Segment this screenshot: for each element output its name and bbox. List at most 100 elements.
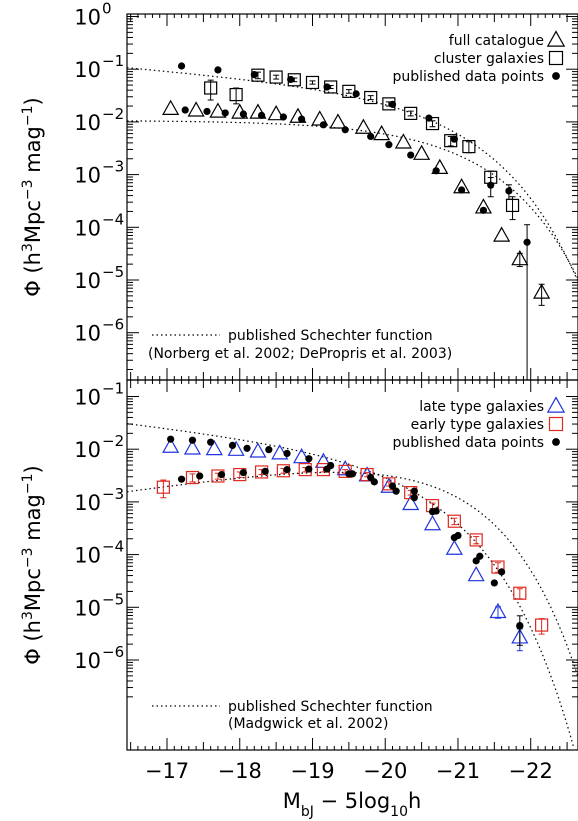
y-tick-exponent: −4 xyxy=(102,210,124,228)
circle-marker xyxy=(407,151,415,159)
data-point xyxy=(228,441,237,450)
legend-label: late type galaxies xyxy=(419,399,544,415)
triangle-marker xyxy=(431,158,449,175)
circle-marker xyxy=(250,70,258,79)
square-marker xyxy=(548,416,564,432)
data-point xyxy=(462,139,476,154)
bottom-legend: late type galaxies early type galaxies pub… xyxy=(392,396,566,451)
y-tick-label: 10 xyxy=(74,544,101,568)
schechter-curve xyxy=(126,471,578,677)
data-point xyxy=(352,90,360,98)
triangle-marker xyxy=(183,439,202,455)
circle-marker xyxy=(261,467,269,475)
data-point xyxy=(209,102,227,118)
data-point xyxy=(388,100,397,108)
circle-marker xyxy=(454,531,462,540)
legend-label: early type galaxies xyxy=(411,417,544,433)
data-point xyxy=(305,465,313,473)
data-point xyxy=(450,135,458,143)
square-marker xyxy=(156,480,170,494)
circle-marker xyxy=(323,83,331,91)
circle-marker xyxy=(450,135,458,143)
data-point xyxy=(373,124,391,141)
square-marker xyxy=(548,50,564,66)
data-point xyxy=(354,118,372,134)
data-point xyxy=(196,472,204,480)
data-point xyxy=(249,442,267,458)
data-point xyxy=(535,618,549,635)
y-tick-label: 10 xyxy=(74,491,101,515)
triangle-marker xyxy=(311,110,329,126)
triangle-marker xyxy=(402,494,420,511)
square-marker xyxy=(360,467,374,482)
top-y-axis-label: Φ (h3Mpc−3 mag−1) xyxy=(20,97,45,296)
data-point xyxy=(490,579,498,587)
x-tick-label: −20 xyxy=(363,759,407,783)
circle-marker xyxy=(217,470,226,479)
y-tick-exponent: −6 xyxy=(102,316,124,334)
data-point xyxy=(364,90,378,105)
triangle-marker xyxy=(413,144,431,160)
y-tick-label: 10 xyxy=(74,58,101,82)
data-point xyxy=(239,110,247,118)
data-point xyxy=(323,83,331,91)
legend-entry: cluster galaxies xyxy=(434,50,564,67)
circle-marker xyxy=(479,206,488,214)
circle-marker xyxy=(167,435,175,443)
data-point xyxy=(250,70,258,79)
triangle-marker xyxy=(271,444,289,460)
circle-marker xyxy=(552,438,560,446)
data-point xyxy=(311,110,329,126)
data-point xyxy=(271,444,289,460)
circle-marker xyxy=(505,187,513,195)
data-point xyxy=(181,106,189,114)
y-tick-label: 10 xyxy=(74,111,101,135)
y-tick-label: 10 xyxy=(74,649,101,673)
y-tick-exponent: −2 xyxy=(102,432,124,450)
square-marker xyxy=(305,75,320,90)
circle-marker xyxy=(305,465,313,473)
data-point xyxy=(533,283,551,306)
data-point xyxy=(265,446,273,454)
square-marker xyxy=(505,198,520,213)
circle-marker xyxy=(487,181,495,189)
circle-marker xyxy=(287,75,295,84)
bottom-data-points xyxy=(156,435,549,652)
square-marker xyxy=(513,586,527,600)
square-marker xyxy=(535,618,549,632)
data-point xyxy=(454,531,462,540)
circle-marker xyxy=(283,466,291,474)
circle-marker xyxy=(367,132,375,141)
y-tick-label: 10 xyxy=(74,386,101,410)
triangle-marker xyxy=(467,565,485,582)
top-note-line2: (Norberg et al. 2002; DePropris et al. 2… xyxy=(148,346,452,362)
square-marker xyxy=(229,87,243,102)
data-point xyxy=(249,103,267,119)
legend-entry: published data points xyxy=(392,435,560,451)
data-point xyxy=(261,467,269,475)
legend-label: full catalogue xyxy=(449,33,544,49)
circle-marker xyxy=(214,66,222,74)
data-point xyxy=(367,132,375,141)
data-point xyxy=(445,539,463,555)
circle-marker xyxy=(458,186,466,194)
data-point xyxy=(392,487,400,495)
circle-marker xyxy=(305,455,313,463)
top-data-points xyxy=(162,62,551,381)
triangle-marker xyxy=(209,102,227,118)
square-marker xyxy=(204,81,218,95)
circle-marker xyxy=(367,473,375,482)
data-point xyxy=(385,141,393,149)
top-schechter-curves xyxy=(126,67,578,282)
data-point xyxy=(162,99,180,115)
data-point xyxy=(156,479,170,499)
triangle-marker xyxy=(511,249,529,266)
top-note: published Schechter function (Norberg et… xyxy=(148,328,452,362)
bottom-panel: 10−110−210−310−410−510−6 −17 −18 −19 −20 −21… xyxy=(20,379,578,783)
y-tick-exponent: 0 xyxy=(102,0,112,18)
data-point xyxy=(188,436,197,444)
circle-marker xyxy=(319,121,328,129)
data-point xyxy=(513,586,527,600)
x-tick-label: −18 xyxy=(218,759,262,783)
triangle-marker xyxy=(489,602,507,619)
